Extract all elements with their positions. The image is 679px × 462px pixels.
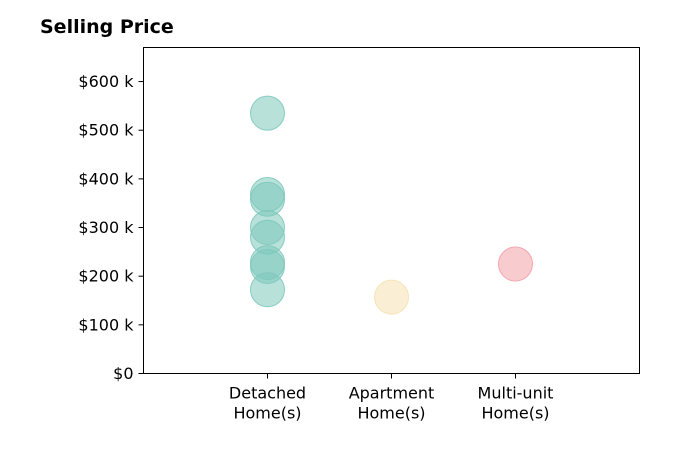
x-tick-label-line: Home(s) [481, 404, 549, 423]
plot-frame [143, 47, 640, 374]
y-axis: $0 $100 k $200 k $300 k $400 k $500 k $600 k [78, 72, 144, 383]
y-tick-label: $300 k [78, 218, 134, 237]
x-tick-label: Detached Home(s) [229, 384, 306, 423]
x-tick-label-line: Apartment [349, 384, 435, 403]
data-point [250, 95, 285, 131]
chart-title: Selling Price [40, 16, 174, 38]
data-point [374, 279, 409, 315]
y-tick-label: $600 k [78, 72, 134, 91]
data-points [250, 95, 533, 315]
y-tick-label: $0 [113, 364, 133, 383]
y-tick-label: $500 k [78, 121, 134, 140]
y-tick-label: $100 k [78, 315, 134, 334]
x-tick-label-line: Home(s) [233, 404, 301, 423]
x-axis: Detached Home(s)Apartment Home(s)Multi-uni… [229, 373, 554, 423]
data-point [250, 272, 285, 308]
x-tick-label-line: Multi-unit [478, 384, 554, 403]
x-tick-label-line: Detached [229, 384, 306, 403]
y-tick-label: $400 k [78, 169, 134, 188]
x-tick-label: Apartment Home(s) [349, 384, 435, 423]
x-tick-label-line: Home(s) [357, 404, 425, 423]
y-tick-label: $200 k [78, 267, 134, 286]
x-tick-label: Multi-unit Home(s) [478, 384, 554, 423]
data-point [498, 246, 533, 282]
